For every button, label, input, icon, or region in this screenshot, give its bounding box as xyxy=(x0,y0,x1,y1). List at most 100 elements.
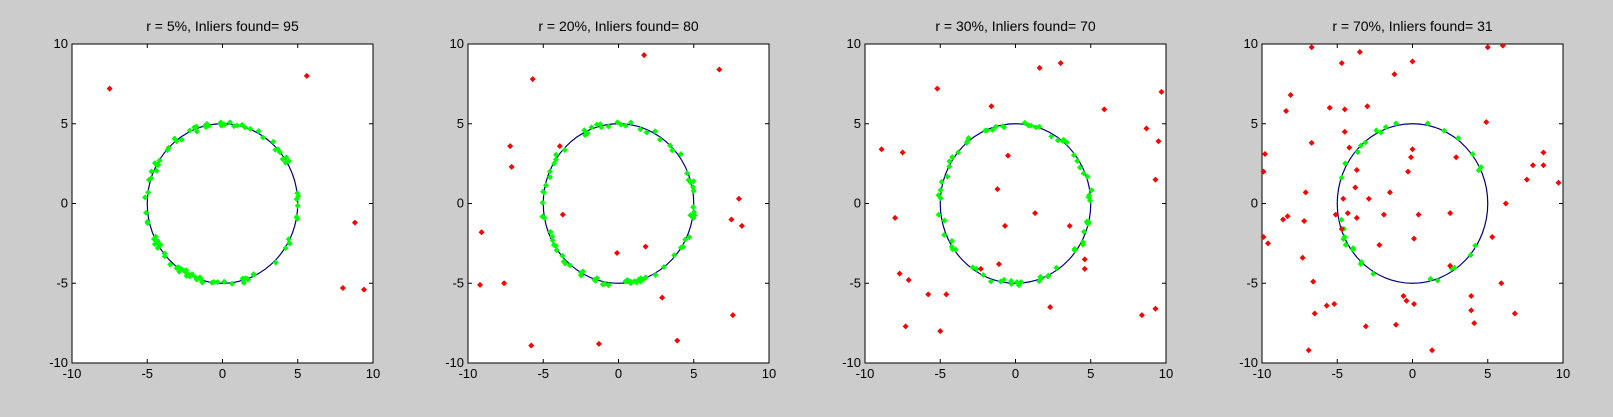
inlier-point xyxy=(1063,139,1070,146)
outlier-point xyxy=(1158,88,1165,95)
inlier-point xyxy=(552,156,559,163)
y-tick-label: 5 xyxy=(61,116,68,131)
inlier-point xyxy=(948,238,955,245)
inlier-point xyxy=(193,123,200,130)
inlier-point xyxy=(601,280,608,287)
inlier-point xyxy=(1478,164,1485,171)
inlier-point xyxy=(547,228,554,235)
outlier-point xyxy=(1447,210,1454,217)
y-tick-label: -10 xyxy=(445,355,464,370)
inlier-point xyxy=(941,231,948,238)
inlier-point xyxy=(221,121,228,128)
outlier-point xyxy=(1341,128,1348,135)
x-tick-label: 0 xyxy=(1012,366,1019,381)
outlier-point xyxy=(896,270,903,277)
x-tick-label: 5 xyxy=(1484,366,1491,381)
inlier-point xyxy=(1467,252,1474,259)
inlier-point xyxy=(669,147,676,154)
inlier-point xyxy=(578,269,585,276)
inlier-point xyxy=(973,265,980,272)
outlier-point xyxy=(508,163,515,170)
inlier-point xyxy=(542,182,549,189)
inlier-point xyxy=(592,277,599,284)
outlier-point xyxy=(1001,222,1008,229)
outlier-point xyxy=(613,249,620,256)
outlier-point xyxy=(1323,302,1330,309)
inlier-point xyxy=(690,187,697,194)
inlier-point xyxy=(1377,129,1384,136)
inlier-point xyxy=(992,123,999,130)
y-tick-label: 10 xyxy=(450,36,464,51)
inlier-point xyxy=(201,122,208,129)
panel-title: r = 20%, Inliers found= 80 xyxy=(538,18,699,34)
inlier-point xyxy=(1070,152,1077,159)
inlier-point xyxy=(1084,173,1091,180)
outlier-point xyxy=(1302,189,1309,196)
inlier-point xyxy=(155,161,162,168)
x-tick-label: -10 xyxy=(459,366,478,381)
inlier-point xyxy=(217,119,224,126)
inlier-point xyxy=(255,128,262,135)
inlier-point xyxy=(1087,197,1094,204)
outlier-point xyxy=(1409,58,1416,65)
inlier-point xyxy=(989,126,996,133)
inlier-point xyxy=(272,146,279,153)
outlier-point xyxy=(1407,154,1414,161)
outlier-point xyxy=(360,286,367,293)
inlier-point xyxy=(1079,241,1086,248)
inlier-point xyxy=(250,271,257,278)
outlier-point xyxy=(1499,42,1506,49)
inlier-point xyxy=(588,124,595,131)
inlier-point xyxy=(987,278,994,285)
outlier-point xyxy=(1352,184,1359,191)
inlier-point xyxy=(614,119,621,126)
scatter-panel-4: r = 70%, Inliers found= 31 -10 -5 0 5 10 -10 -5… xyxy=(1239,18,1570,381)
outlier-point xyxy=(507,143,514,150)
y-tick-label: -5 xyxy=(452,275,464,290)
inlier-point xyxy=(539,199,546,206)
outlier-point xyxy=(339,285,346,292)
inlier-point xyxy=(294,215,301,222)
x-tick-label: -5 xyxy=(934,366,946,381)
outlier-point xyxy=(1353,214,1360,221)
inlier-point xyxy=(561,146,568,153)
y-tick-label: -5 xyxy=(849,275,861,290)
y-tick-label: 10 xyxy=(1244,36,1258,51)
outlier-point xyxy=(1152,305,1159,312)
outlier-point xyxy=(1308,139,1315,146)
inlier-point xyxy=(153,167,160,174)
outlier-point xyxy=(1299,254,1306,261)
inlier-point xyxy=(622,122,629,129)
outlier-point xyxy=(351,219,358,226)
x-tick-label: 5 xyxy=(1087,366,1094,381)
outlier-point xyxy=(1101,106,1108,113)
inlier-point xyxy=(178,136,185,143)
outlier-point xyxy=(106,85,113,92)
inlier-point xyxy=(1085,220,1092,227)
inlier-point xyxy=(640,276,647,283)
inlier-point xyxy=(941,217,948,224)
inlier-point xyxy=(186,271,193,278)
outlier-point xyxy=(1283,107,1290,114)
outlier-point xyxy=(1308,44,1315,51)
inlier-point xyxy=(937,187,944,194)
outlier-point xyxy=(1409,146,1416,153)
outlier-point xyxy=(1511,310,1518,317)
inlier-point xyxy=(581,127,588,134)
inlier-point xyxy=(1036,278,1043,285)
outlier-point xyxy=(1540,149,1547,156)
outlier-point xyxy=(735,195,742,202)
inlier-point xyxy=(546,174,553,181)
inlier-point xyxy=(157,241,164,248)
inlier-point xyxy=(282,159,289,166)
inlier-point xyxy=(935,211,942,218)
inlier-point xyxy=(605,123,612,130)
inlier-point xyxy=(946,158,953,165)
inlier-point xyxy=(1080,170,1087,177)
outlier-point xyxy=(1143,125,1150,132)
inlier-point xyxy=(685,176,692,183)
y-tick-label: 5 xyxy=(457,116,464,131)
outlier-point xyxy=(729,312,736,319)
inlier-point xyxy=(1357,142,1364,149)
outlier-point xyxy=(1301,218,1308,225)
